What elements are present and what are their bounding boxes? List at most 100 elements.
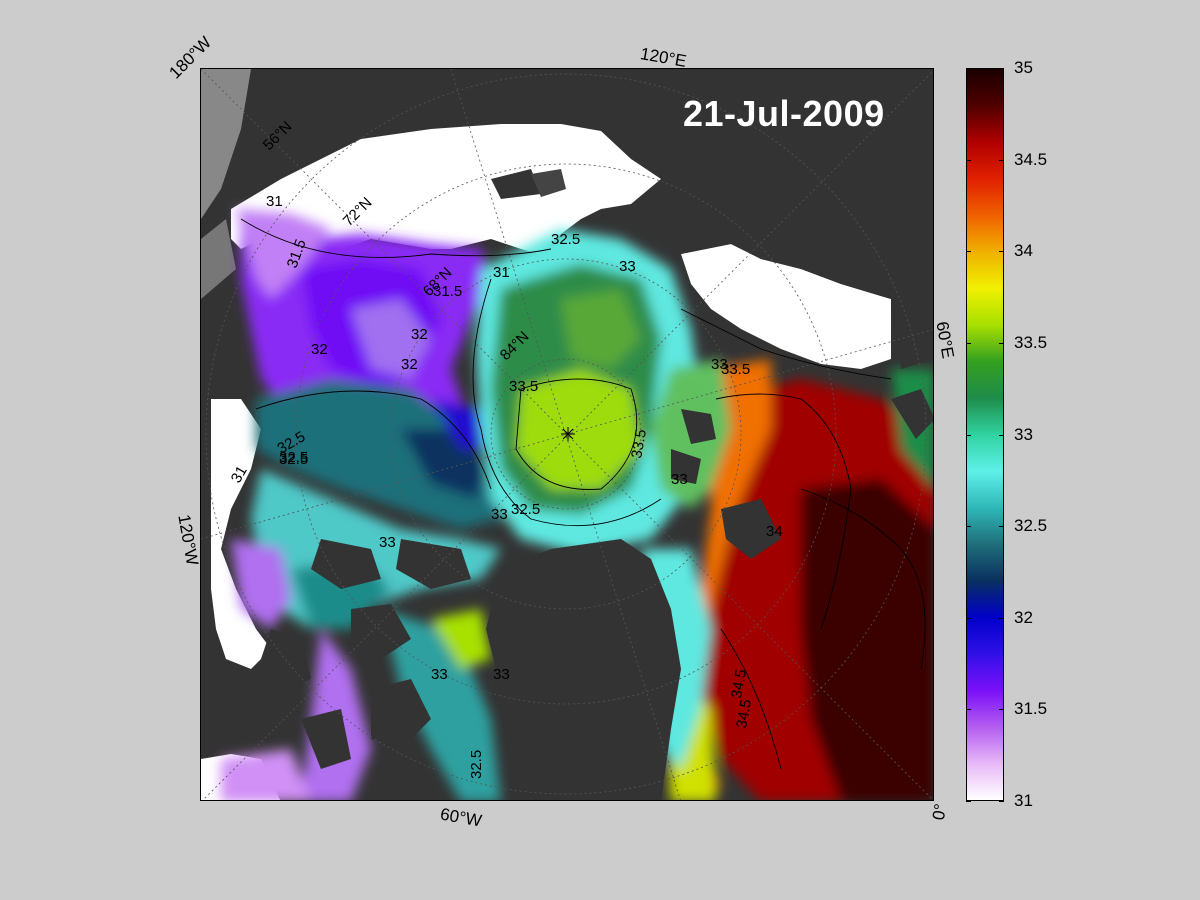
island	[396, 539, 471, 589]
latitude-circle	[295, 163, 837, 705]
colorbar-tick-label: 34.5	[1014, 149, 1048, 169]
island	[721, 499, 781, 559]
contour-label: 34.5	[733, 698, 755, 730]
contour-line	[715, 393, 852, 630]
salinity-region	[351, 299, 431, 379]
latitude-circle	[205, 73, 927, 795]
contour-label: 33	[711, 356, 728, 373]
island	[301, 709, 351, 769]
map-frame: 56°N 72°N 68°N 84°N 31 31.5 32 32.5 33 3…	[200, 68, 934, 801]
ice-gap	[491, 169, 541, 199]
contour-label: 32.5	[511, 501, 540, 518]
colorbar-tick-mark	[999, 434, 1004, 436]
colorbar-tick-label: 32.5	[1014, 516, 1048, 536]
contour-label: 33.5	[721, 361, 750, 378]
salinity-region	[381, 609, 501, 800]
date-label: 21-Jul-2009	[683, 93, 885, 134]
contour-line	[720, 628, 782, 770]
colorbar-tick-mark	[999, 709, 1004, 711]
contour-label: 33.5	[628, 428, 650, 460]
contour-label: 31	[493, 264, 510, 281]
contour-label: 34.5	[728, 668, 750, 700]
longitude-label-60w: 60°W	[438, 804, 484, 831]
colorbar-tick-mark	[999, 159, 1004, 161]
longitude-label-120w: 120°W	[174, 513, 202, 567]
contour-label: 33	[379, 534, 396, 551]
colorbar-tick-mark	[999, 526, 1004, 528]
island	[371, 679, 431, 749]
salinity-region	[256, 379, 501, 529]
salinity-map: 56°N 72°N 68°N 84°N 31 31.5 32 32.5 33 3…	[201, 69, 933, 800]
salinity-region	[561, 289, 641, 369]
colorbar-tick-mark	[999, 251, 1004, 253]
meridian-line	[450, 69, 681, 800]
colorbar-tick-label: 33	[1014, 424, 1033, 444]
sea-ice	[681, 244, 891, 369]
colorbar-tick-mark	[966, 617, 971, 619]
contours	[240, 218, 926, 770]
island	[311, 539, 381, 589]
contour-label: 32	[401, 356, 418, 373]
colorbar-tick-mark	[966, 709, 971, 711]
salinity-region	[516, 369, 641, 489]
colorbar-tick-mark	[999, 801, 1004, 802]
contour-line	[472, 278, 662, 527]
gray-land-area	[201, 219, 236, 299]
salinity-region	[801, 479, 933, 800]
salinity-region	[231, 539, 291, 629]
contour-line	[240, 218, 552, 258]
colorbar-tick-mark	[966, 251, 971, 253]
contour-label: 33.5	[509, 378, 538, 395]
colorbar-tick-mark	[999, 617, 1004, 619]
colorbar-tick-mark	[966, 434, 971, 436]
contour-line	[680, 308, 892, 380]
colorbar-tick-mark	[966, 159, 971, 161]
colorbar-tick-label: 35	[1014, 58, 1033, 77]
contour-line	[255, 390, 492, 490]
contour-line	[800, 488, 926, 670]
latitude-circle	[490, 358, 642, 510]
gray-land-area	[201, 69, 251, 219]
contour-label: 32	[411, 326, 428, 343]
colorbar-tick-mark	[966, 801, 971, 802]
contour-label: 33	[671, 471, 688, 488]
contour-label: 32.5	[279, 449, 308, 466]
contour-label: 33	[491, 506, 508, 523]
island	[681, 409, 716, 444]
colorbar-tick-label: 31	[1014, 791, 1033, 810]
contour-label: 33	[493, 666, 510, 683]
salinity-region	[221, 749, 311, 800]
contour-label: 32	[311, 341, 328, 358]
colorbar-tick-mark	[966, 68, 971, 69]
sea-ice	[211, 399, 271, 669]
ice-gap	[531, 169, 566, 197]
contour-label: 31	[266, 193, 283, 210]
contour-label: 33	[619, 258, 636, 275]
longitude-label-0: 0°	[928, 802, 951, 822]
salinity-region	[236, 209, 331, 299]
colorbar-tick-mark	[999, 342, 1004, 344]
colorbar-tick-label: 32	[1014, 607, 1033, 627]
contour-label: 34	[766, 523, 783, 540]
colorbar-tick-mark	[966, 526, 971, 528]
latitude-circle	[390, 258, 742, 610]
island	[671, 449, 701, 484]
contour-label: 31.5	[433, 283, 462, 300]
colorbar-tick-mark	[966, 342, 971, 344]
island	[891, 389, 933, 439]
greenland-landmass	[486, 539, 681, 800]
contour-label: 32.5	[551, 231, 580, 248]
salinity-region	[431, 609, 491, 669]
colorbar-tick-mark	[999, 68, 1004, 69]
contour-label: 32.5	[279, 451, 308, 468]
pole-marker-stroke	[562, 428, 574, 440]
pole-marker	[561, 427, 575, 441]
longitude-label-60e: 60°E	[932, 320, 958, 360]
colorbar-tick-label: 34	[1014, 241, 1033, 261]
contour-label: 33	[431, 666, 448, 683]
land-masses	[261, 149, 933, 800]
contour-line	[515, 378, 638, 490]
contour-label: 32.5	[468, 750, 485, 779]
sea-ice	[231, 124, 661, 254]
contour-label: 31	[228, 463, 251, 486]
